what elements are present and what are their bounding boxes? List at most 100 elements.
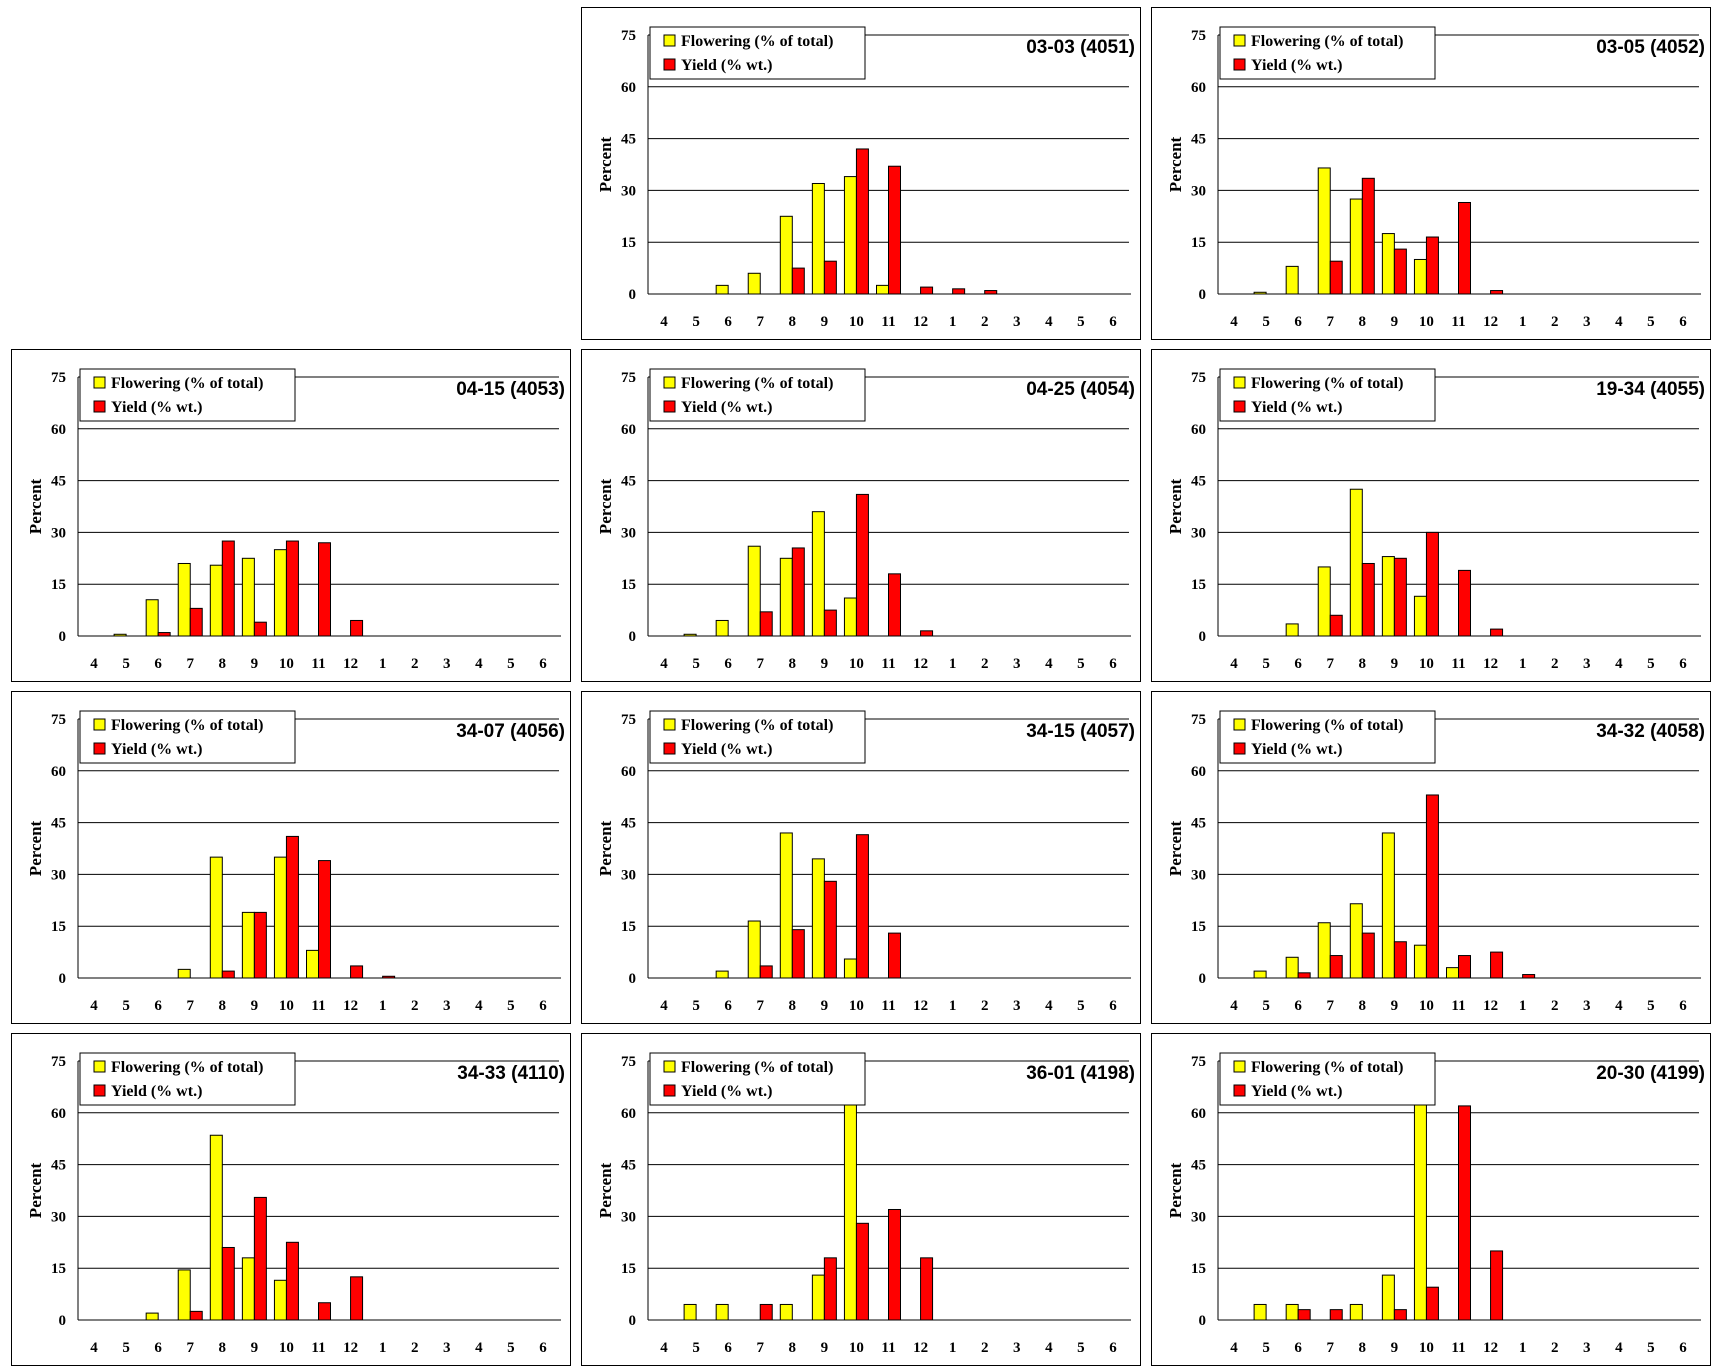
chart-panel: 0 15 30 45 60 75 4 5 6 7 8 9 10 11 12 1 2 3 4 5 6 Percent 20-3… bbox=[1151, 1033, 1711, 1366]
x-tick-label: 7 bbox=[1326, 1340, 1334, 1356]
x-tick-label: 2 bbox=[981, 656, 989, 672]
yield-bar bbox=[1297, 972, 1311, 979]
yield-bar bbox=[1458, 1105, 1471, 1321]
x-tick-label: 5 bbox=[1262, 314, 1270, 330]
x-tick-label: 4 bbox=[1045, 998, 1053, 1014]
x-tick-label: 1 bbox=[1519, 656, 1527, 672]
yield-bar bbox=[1329, 955, 1343, 979]
flowering-bar bbox=[145, 1312, 159, 1321]
x-tick-label: 5 bbox=[122, 998, 130, 1014]
yield-bar bbox=[221, 1246, 235, 1321]
flowering-bar bbox=[747, 545, 761, 637]
yield-bar bbox=[221, 540, 235, 637]
legend: Flowering (% of total) Yield (% wt.) bbox=[649, 710, 866, 764]
legend-swatch bbox=[663, 742, 676, 755]
y-tick-label: 15 bbox=[51, 919, 66, 935]
flowering-bar bbox=[715, 1303, 729, 1321]
y-tick-label: 0 bbox=[629, 629, 637, 645]
x-tick-label: 4 bbox=[475, 998, 483, 1014]
yield-bar bbox=[1393, 941, 1407, 979]
x-tick-label: 6 bbox=[724, 656, 732, 672]
y-tick-label: 0 bbox=[629, 287, 637, 303]
yield-bar bbox=[1393, 557, 1407, 637]
flowering-bar bbox=[1381, 832, 1395, 979]
x-tick-label: 2 bbox=[411, 1340, 419, 1356]
x-tick-label: 12 bbox=[343, 998, 358, 1014]
x-tick-label: 8 bbox=[219, 656, 227, 672]
y-tick-label: 45 bbox=[621, 1158, 636, 1174]
chart-title: 03-03 (4051) bbox=[1026, 37, 1135, 58]
flowering-bar bbox=[811, 182, 825, 295]
legend-label: Yield (% wt.) bbox=[111, 1083, 202, 1100]
yield-bar bbox=[285, 540, 299, 637]
yield-bar bbox=[350, 1276, 364, 1321]
flowering-bar bbox=[683, 633, 697, 637]
x-tick-label: 8 bbox=[789, 998, 797, 1014]
flowering-bar bbox=[1349, 488, 1363, 637]
x-tick-label: 3 bbox=[1013, 1340, 1021, 1356]
legend-box bbox=[1219, 1052, 1436, 1106]
x-tick-label: 4 bbox=[475, 656, 483, 672]
x-tick-label: 9 bbox=[1391, 998, 1399, 1014]
chart-panel: 0 15 30 45 60 75 4 5 6 7 8 9 10 11 12 1 2 3 4 5 6 Percent 34-0… bbox=[11, 691, 571, 1024]
x-tick-label: 9 bbox=[821, 998, 829, 1014]
yield-bar bbox=[1361, 932, 1375, 979]
y-tick-label: 15 bbox=[621, 1261, 636, 1277]
legend-box bbox=[1219, 26, 1436, 80]
x-tick-label: 9 bbox=[1391, 1340, 1399, 1356]
x-tick-label: 5 bbox=[1647, 656, 1655, 672]
y-tick-label: 0 bbox=[629, 971, 637, 987]
x-tick-label: 5 bbox=[122, 1340, 130, 1356]
legend-swatch bbox=[663, 58, 676, 71]
x-tick-label: 4 bbox=[475, 1340, 483, 1356]
chart-panel: 0 15 30 45 60 75 4 5 6 7 8 9 10 11 12 1 2 3 4 5 6 Percent 04-2… bbox=[581, 349, 1141, 682]
legend-swatch bbox=[1233, 1060, 1246, 1073]
x-tick-label: 1 bbox=[1519, 1340, 1527, 1356]
flowering-bar bbox=[683, 1303, 697, 1321]
y-tick-label: 60 bbox=[1191, 80, 1206, 96]
y-tick-label: 75 bbox=[621, 370, 636, 386]
flowering-bar bbox=[241, 911, 255, 979]
legend-swatch bbox=[663, 718, 676, 731]
x-tick-label: 11 bbox=[311, 1340, 325, 1356]
yield-bar bbox=[888, 165, 901, 295]
x-tick-label: 10 bbox=[279, 998, 294, 1014]
yield-bar bbox=[823, 1257, 837, 1321]
x-tick-label: 11 bbox=[1451, 998, 1465, 1014]
yield-bar bbox=[1425, 236, 1439, 295]
x-tick-label: 6 bbox=[154, 656, 162, 672]
x-tick-label: 12 bbox=[1483, 314, 1498, 330]
chart-panel: 0 15 30 45 60 75 4 5 6 7 8 9 10 11 12 1 2 3 4 5 6 Percent 34-3… bbox=[1151, 691, 1711, 1024]
y-tick-label: 0 bbox=[1199, 971, 1207, 987]
flowering-bar bbox=[177, 1269, 191, 1321]
yield-bar bbox=[791, 547, 805, 637]
x-tick-label: 4 bbox=[1045, 1340, 1053, 1356]
y-tick-label: 30 bbox=[1191, 1209, 1206, 1225]
x-tick-label: 3 bbox=[443, 656, 451, 672]
x-tick-label: 5 bbox=[692, 1340, 700, 1356]
legend-label: Flowering (% of total) bbox=[1251, 375, 1403, 392]
flowering-bar bbox=[241, 557, 255, 637]
x-tick-label: 9 bbox=[251, 656, 259, 672]
yield-bar bbox=[920, 630, 934, 637]
yield-bar bbox=[791, 929, 805, 979]
y-tick-label: 0 bbox=[1199, 629, 1207, 645]
x-tick-label: 12 bbox=[913, 314, 928, 330]
flowering-bar bbox=[811, 1274, 825, 1321]
x-tick-label: 3 bbox=[443, 998, 451, 1014]
y-tick-label: 75 bbox=[51, 712, 66, 728]
x-tick-label: 7 bbox=[756, 656, 764, 672]
y-tick-label: 30 bbox=[1191, 183, 1206, 199]
legend-label: Flowering (% of total) bbox=[1251, 1059, 1403, 1076]
legend-swatch bbox=[1233, 1084, 1246, 1097]
yield-bar bbox=[1490, 628, 1504, 637]
x-tick-label: 9 bbox=[821, 656, 829, 672]
x-tick-label: 5 bbox=[692, 314, 700, 330]
flowering-bar bbox=[747, 920, 761, 979]
y-tick-label: 0 bbox=[59, 1313, 67, 1329]
y-tick-label: 0 bbox=[1199, 1313, 1207, 1329]
